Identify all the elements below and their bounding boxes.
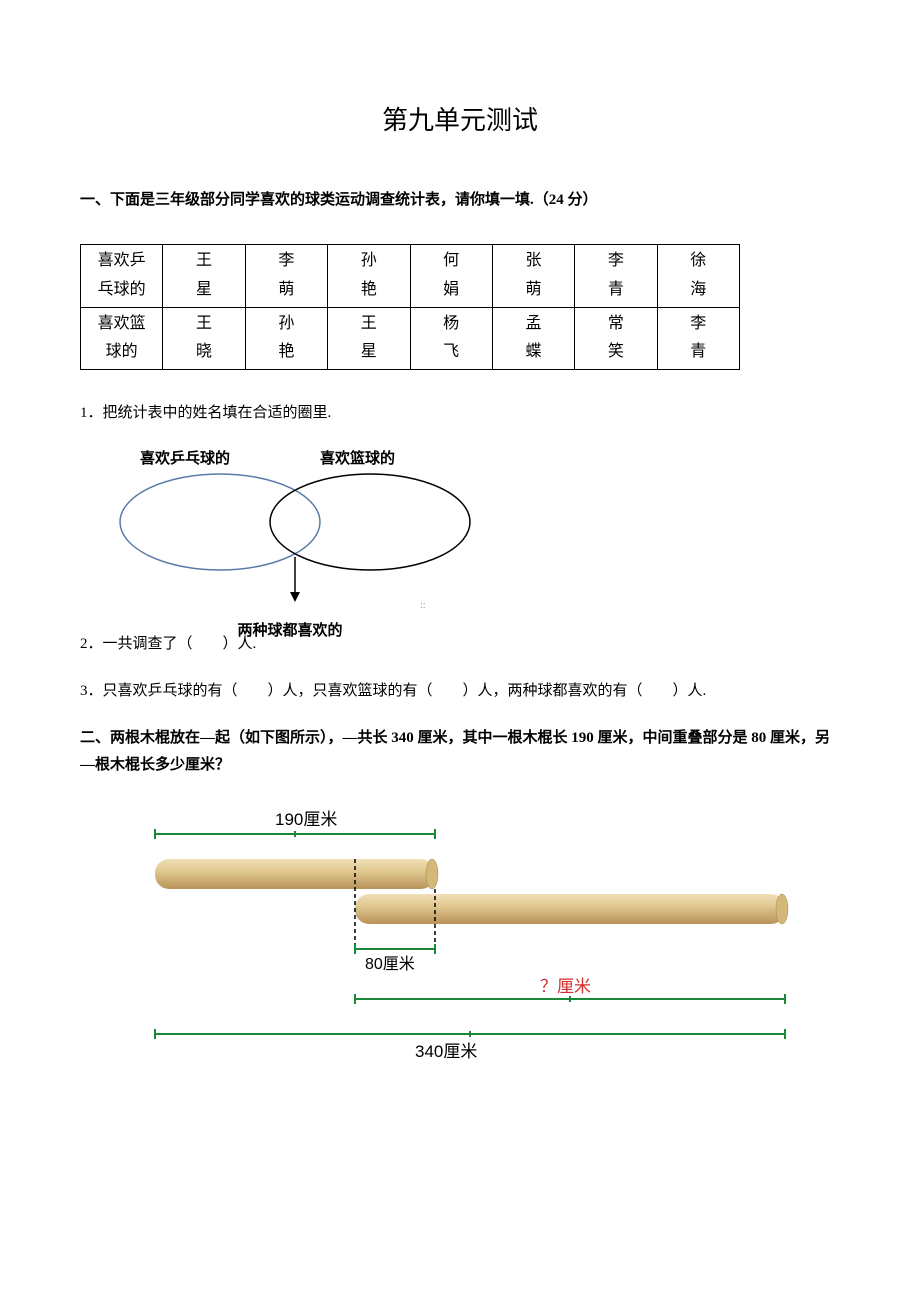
question-2: 2．一共调查了（ ）人. — [80, 631, 840, 658]
table-cell: 李青 — [575, 245, 657, 308]
table-cell: 李青 — [657, 307, 739, 370]
venn-left-label: 喜欢乒乓球的 — [140, 447, 230, 468]
question-1: 1．把统计表中的姓名填在合适的圈里. — [80, 400, 840, 427]
survey-table: 喜欢乒乓球的 王星 李萌 孙艳 何娟 张萌 李青 徐海 喜欢篮球的 王晓 孙艳 … — [80, 244, 740, 370]
table-row: 喜欢乒乓球的 王星 李萌 孙艳 何娟 张萌 李青 徐海 — [81, 245, 740, 308]
venn-right-label: 喜欢篮球的 — [320, 447, 395, 468]
table-cell: 杨飞 — [410, 307, 492, 370]
table-cell: 王晓 — [163, 307, 245, 370]
venn-diagram: 喜欢乒乓球的 喜欢篮球的 两种球都喜欢的 :: — [110, 447, 840, 611]
table-cell: 常笑 — [575, 307, 657, 370]
table-cell: 徐海 — [657, 245, 739, 308]
row-header: 喜欢乒乓球的 — [81, 245, 163, 308]
question-3: 3．只喜欢乒乓球的有（ ）人，只喜欢篮球的有（ ）人，两种球都喜欢的有（ ）人. — [80, 678, 840, 705]
table-cell: 王星 — [163, 245, 245, 308]
table-cell: 孙艳 — [245, 307, 327, 370]
table-cell: 孙艳 — [328, 245, 410, 308]
venn-svg — [110, 472, 510, 612]
page-title: 第九单元测试 — [80, 100, 840, 137]
label-80: 80厘米 — [365, 955, 415, 973]
table-cell: 王星 — [328, 307, 410, 370]
label-unknown: ？厘米 — [540, 977, 591, 996]
stick-diagram: 190厘米 80厘米 — [140, 809, 840, 1074]
label-340: 340厘米 — [415, 1042, 477, 1061]
stick-svg: 190厘米 80厘米 — [140, 809, 840, 1069]
section1-heading: 一、下面是三年级部分同学喜欢的球类运动调查统计表，请你填一填.（24 分） — [80, 187, 840, 214]
table-cell: 张萌 — [492, 245, 574, 308]
table-row: 喜欢篮球的 王晓 孙艳 王星 杨飞 孟蝶 常笑 李青 — [81, 307, 740, 370]
row-header: 喜欢篮球的 — [81, 307, 163, 370]
section2-heading: 二、两根木棍放在—起（如下图所示），—共长 340 厘米，其中一根木棍长 190… — [80, 725, 840, 779]
table-cell: 何娟 — [410, 245, 492, 308]
table-cell: 孟蝶 — [492, 307, 574, 370]
label-190: 190厘米 — [275, 810, 337, 829]
table-cell: 李萌 — [245, 245, 327, 308]
